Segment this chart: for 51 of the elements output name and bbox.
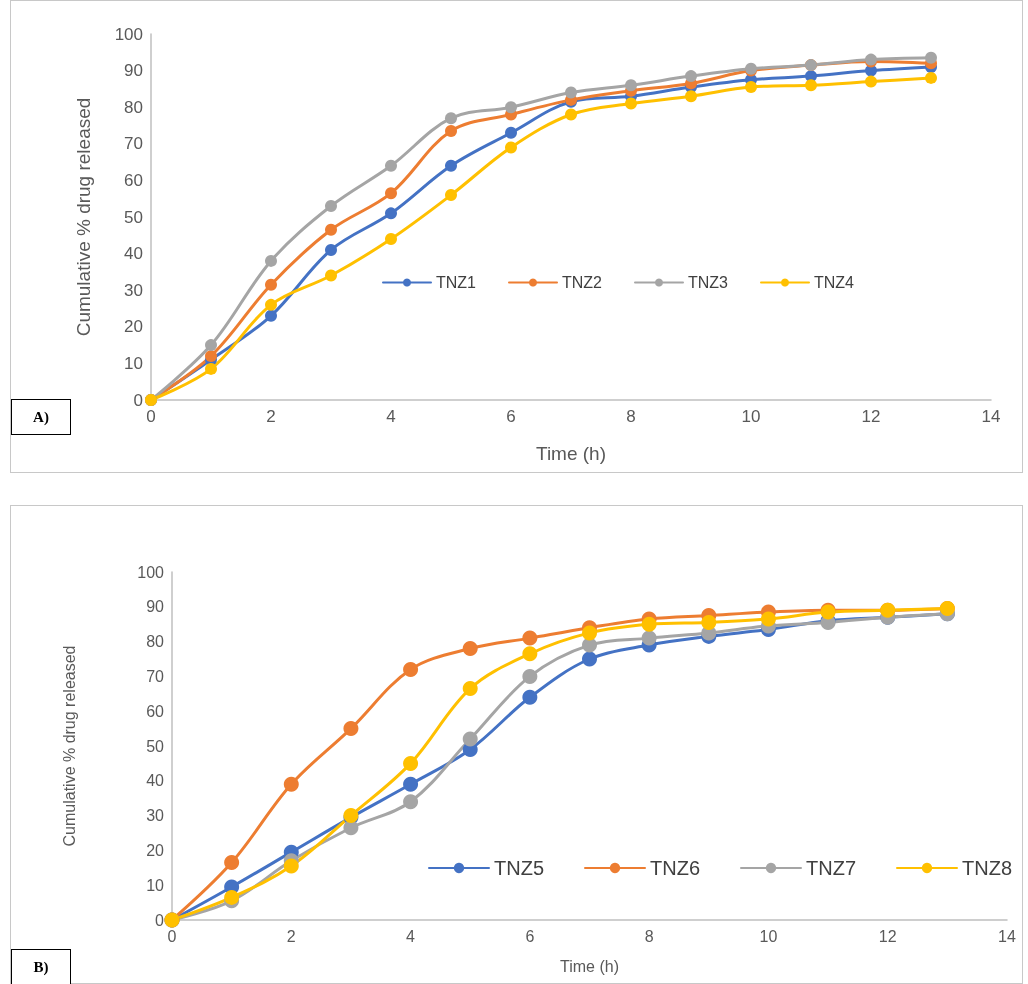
y-tick-label: 90: [146, 598, 165, 616]
legend-label: TNZ1: [436, 273, 477, 291]
x-tick-label: 14: [998, 927, 1016, 945]
x-tick-label: 2: [266, 407, 276, 426]
x-tick-label: 10: [759, 927, 778, 945]
y-tick-label: 70: [124, 134, 143, 154]
y-tick-label: 100: [114, 24, 143, 44]
y-axis-title: Cumulative % drug released: [73, 97, 94, 337]
x-tick-label: 6: [506, 407, 516, 426]
y-tick-label: 80: [124, 97, 143, 117]
y-tick-label: 80: [146, 633, 165, 651]
y-tick-label: 10: [146, 876, 165, 894]
legend-label: TNZ3: [688, 273, 729, 291]
y-tick-label: 0: [133, 390, 143, 410]
text: B): [11, 949, 71, 984]
legend-label: TNZ6: [650, 857, 700, 879]
x-tick-label: 6: [525, 927, 535, 945]
y-tick-label: 70: [146, 667, 165, 685]
y-tick-label: 0: [155, 911, 165, 929]
y-axis-title: Cumulative % drug released: [60, 645, 78, 847]
x-tick-label: 12: [878, 927, 897, 945]
x-axis-title: Time (h): [535, 443, 607, 464]
y-tick-label: 40: [146, 772, 165, 790]
x-tick-label: 12: [861, 407, 881, 426]
legend-label: TNZ8: [962, 857, 1012, 879]
y-tick-label: 10: [124, 353, 143, 373]
y-tick-label: 100: [137, 563, 165, 581]
x-tick-label: 10: [741, 407, 761, 426]
y-tick-label: 20: [124, 317, 143, 337]
legend-label: TNZ5: [494, 857, 544, 879]
y-tick-label: 30: [124, 280, 143, 300]
y-tick-label: 20: [146, 841, 165, 859]
x-tick-label: 0: [167, 927, 177, 945]
text: A): [11, 399, 71, 435]
y-tick-label: 50: [146, 737, 165, 755]
y-tick-label: 40: [124, 244, 143, 264]
x-tick-label: 8: [626, 407, 636, 426]
x-tick-label: 4: [406, 927, 416, 945]
x-tick-label: 14: [981, 407, 1001, 426]
y-tick-label: 60: [146, 702, 165, 720]
x-tick-label: 2: [286, 927, 296, 945]
x-tick-label: 8: [644, 927, 654, 945]
y-tick-label: 30: [146, 807, 165, 825]
x-axis-title: Time (h): [560, 957, 619, 975]
x-tick-label: 4: [386, 407, 396, 426]
legend-label: TNZ7: [806, 857, 856, 879]
y-tick-label: 90: [124, 61, 143, 81]
legend-label: TNZ4: [814, 273, 855, 291]
y-tick-label: 50: [124, 207, 143, 227]
y-tick-label: 60: [124, 170, 143, 190]
legend-label: TNZ2: [562, 273, 603, 291]
